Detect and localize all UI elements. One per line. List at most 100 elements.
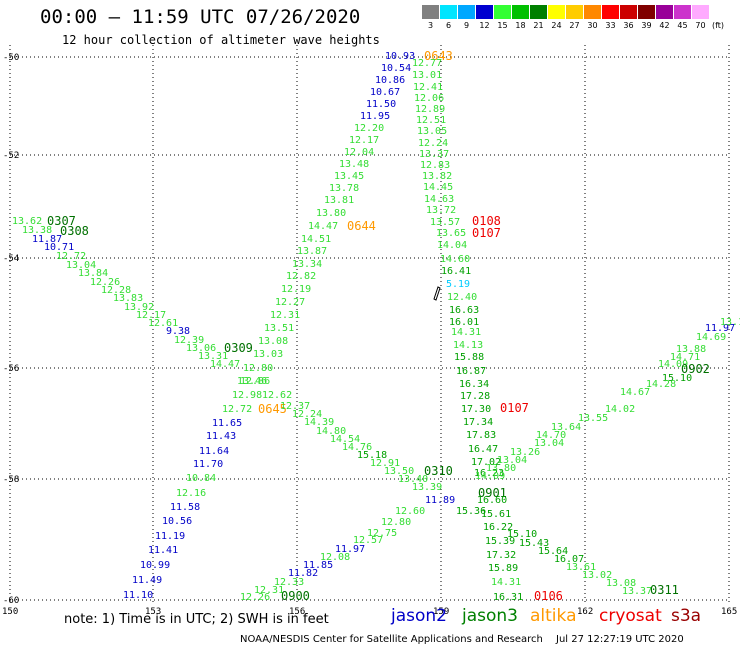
wave-height-label: 11.87 [32, 234, 62, 245]
wave-height-label: 13.26 [510, 447, 540, 458]
colorbar-label: 21 [533, 21, 544, 30]
wave-height-label: 16.41 [441, 266, 471, 277]
wave-height-label: 14.28 [646, 379, 676, 390]
colorbar-swatch [656, 5, 673, 19]
wave-height-label: 13.04 [497, 455, 527, 466]
wave-height-label: 15.61 [481, 509, 511, 520]
colorbar-label: 30 [587, 21, 598, 30]
wave-height-label: 10.99 [140, 560, 170, 571]
satellite-legend-item: altika [530, 606, 577, 626]
wave-height-label: 13.92 [124, 302, 154, 313]
wave-height-label: 14.47 [210, 359, 240, 370]
wave-height-label: 16.01 [449, 317, 479, 328]
wave-height-label: 12.24 [418, 138, 448, 149]
wave-height-label: 12.86 [240, 376, 270, 387]
wave-height-label: 13.55 [578, 413, 608, 424]
wave-height-label: 17.02 [471, 457, 501, 468]
wave-height-label: 12.06 [414, 93, 444, 104]
x-tick-label: 153 [145, 607, 161, 617]
colorbar-swatch [548, 5, 565, 19]
wave-height-label: 14.80 [316, 426, 346, 437]
wave-height-label: 12.28 [101, 285, 131, 296]
wave-height-label: 13.80 [316, 208, 346, 219]
wave-height-label: 12.17 [136, 310, 166, 321]
satellite-legend-item: s3a [671, 606, 702, 626]
wave-height-label: 12.26 [90, 277, 120, 288]
wave-height-label: 13.46 [237, 376, 267, 387]
wave-height-label: 14.54 [330, 434, 360, 445]
wave-height-label: 15.36 [456, 506, 486, 517]
wave-height-label: 13.87 [297, 246, 327, 257]
wave-height-label: 14.76 [342, 442, 372, 453]
wave-height-label: 16.47 [468, 444, 498, 455]
wave-height-label: 17.32 [486, 550, 516, 561]
wave-height-label: 13.51 [264, 323, 294, 334]
y-tick-label: -56 [3, 364, 19, 374]
pass-time-label: 0902 [681, 362, 710, 376]
wave-height-label: 12.62 [262, 390, 292, 401]
satellite-legend-item: jason2 [391, 606, 447, 626]
wave-height-label: 12.16 [176, 488, 206, 499]
wave-height-label: 11.64 [199, 446, 229, 457]
y-tick-label: -50 [3, 53, 19, 63]
wave-height-label: 12.40 [447, 292, 477, 303]
x-tick-label: 165 [721, 607, 737, 617]
y-tick-label: -54 [3, 254, 19, 264]
wave-height-label: 12.82 [286, 271, 316, 282]
pass-time-label: 0311 [650, 583, 679, 597]
y-tick-label: -60 [3, 596, 19, 606]
satellite-tracks [433, 286, 441, 301]
wave-height-label: 11.50 [366, 99, 396, 110]
track-labels: 10.93 064310.5410.8610.6711.5011.9512.201… [12, 49, 740, 603]
wave-height-label: 12.27 [275, 297, 305, 308]
wave-height-label: 16.87 [456, 366, 486, 377]
wave-height-label: 13.06 [186, 343, 216, 354]
wave-height-label: 13.05 [417, 126, 447, 137]
wave-height-label: 13.80 [486, 463, 516, 474]
wave-height-label: 14.63 [424, 194, 454, 205]
credit-line: NOAA/NESDIS Center for Satellite Applica… [240, 634, 543, 645]
colorbar-unit: (ft) [711, 21, 725, 30]
colorbar-label: 33 [605, 21, 616, 30]
wave-height-label: 12.51 [416, 115, 446, 126]
y-tick-label: -52 [3, 151, 19, 161]
colorbar-label: 36 [623, 21, 634, 30]
wave-height-label: 11.97 [335, 544, 365, 555]
wave-height-label: 14.09 [658, 359, 688, 370]
wave-height-label: 12.89 [415, 104, 445, 115]
pass-time-label: 0107 [472, 226, 501, 240]
x-tick-label: 156 [289, 607, 305, 617]
wave-height-label: 14.60 [440, 254, 470, 265]
colorbar-swatch [674, 5, 691, 19]
wave-height-label: 13.37 [419, 149, 449, 160]
wave-height-label: 12.24 [292, 409, 322, 420]
wave-height-label: 12.26 [240, 592, 270, 603]
axis-ticks: 150 153 156 159 162 165 -50 -52 -54 -56 -58 -60 [2, 53, 737, 617]
wave-height-label: 13.38 [22, 225, 52, 236]
generation-timestamp: Jul 27 12:27:19 UTC 2020 [556, 634, 684, 645]
wave-height-label: 13.84 [78, 268, 108, 279]
wave-height-label: 15.39 [485, 536, 515, 547]
wave-height-label: 12.83 [420, 160, 450, 171]
x-tick-label: 162 [577, 607, 593, 617]
wave-height-label: 12.31 [270, 310, 300, 321]
pass-time-label: 0901 [478, 486, 507, 500]
pass-time-label: 0307 [47, 214, 76, 228]
wave-height-label: 11.43 [206, 431, 236, 442]
wave-height-label: 10.86 [375, 75, 405, 86]
wave-height-label: 12.20 [354, 123, 384, 134]
wave-height-label: 11.58 [170, 502, 200, 513]
wave-height-label: 13.82 [422, 171, 452, 182]
wave-height-label: 13.39 [412, 482, 442, 493]
wave-height-label: 14.04 [437, 240, 467, 251]
wave-height-label: 17.28 [460, 391, 490, 402]
wave-height-label: 11.65 [212, 418, 242, 429]
wave-height-label: 11.10 [123, 590, 153, 601]
pass-time-label: 0643 [424, 49, 453, 63]
wave-height-label: 15.64 [538, 546, 568, 557]
wave-height-label: 13.78 [329, 183, 359, 194]
colorbar-swatch [620, 5, 637, 19]
colorbar-swatch [512, 5, 529, 19]
pass-time-label: 0644 [347, 219, 376, 233]
